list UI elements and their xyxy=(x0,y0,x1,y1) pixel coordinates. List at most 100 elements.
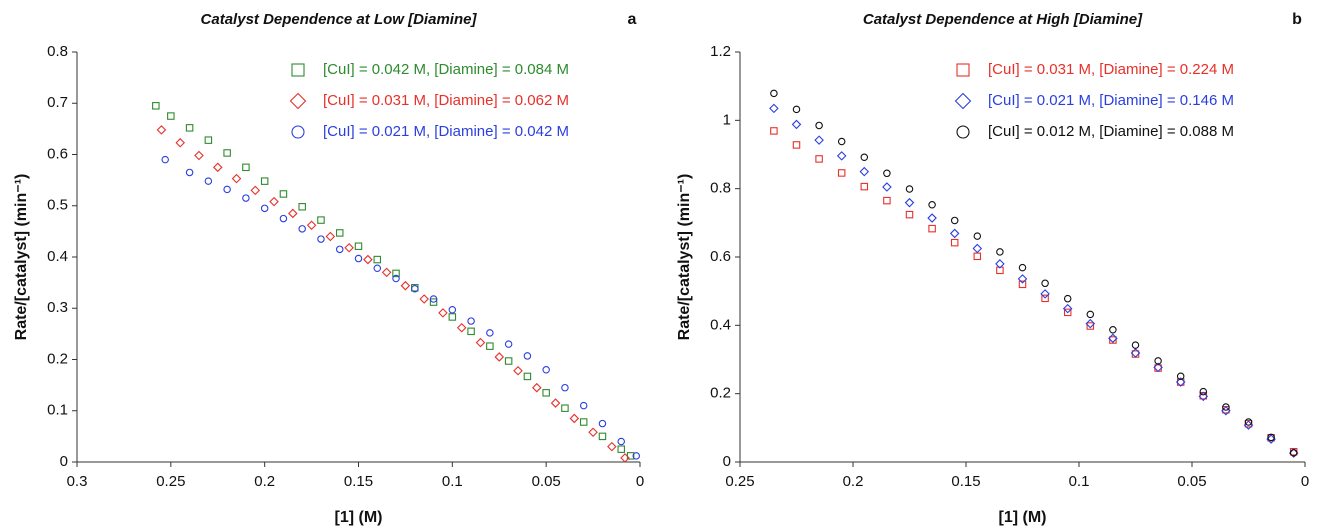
marker-circle xyxy=(792,105,801,114)
marker-square xyxy=(279,190,288,198)
marker-circle xyxy=(973,232,982,240)
marker-square xyxy=(429,298,438,306)
marker-diamond xyxy=(1062,303,1073,314)
marker-circle xyxy=(317,235,325,243)
marker-circle xyxy=(448,306,457,314)
marker-square xyxy=(335,229,344,237)
x-axis-label: [1] (M) xyxy=(335,509,383,526)
x-tick-label: 0 xyxy=(1301,473,1309,490)
marker-diamond xyxy=(859,166,870,177)
marker-circle xyxy=(1199,387,1208,396)
x-tick-label: 0.2 xyxy=(254,473,275,490)
x-tick-label: 0.3 xyxy=(67,473,88,490)
marker-circle xyxy=(770,89,778,98)
y-tick-label: 0.3 xyxy=(47,299,68,316)
legend-label: [CuI] = 0.012 M, [Diamine] = 0.088 M xyxy=(988,123,1234,140)
marker-diamond xyxy=(475,337,486,348)
y-tick-label: 0.8 xyxy=(47,43,68,60)
marker-circle xyxy=(883,169,891,178)
marker-diamond xyxy=(494,352,505,362)
chart-title: Catalyst Dependence at Low [Diamine] xyxy=(201,11,478,28)
marker-circle xyxy=(1041,279,1049,288)
marker-diamond xyxy=(456,322,467,333)
y-tick-label: 0 xyxy=(60,453,68,470)
marker-square xyxy=(579,418,588,426)
marker-diamond xyxy=(904,197,915,208)
marker-diamond xyxy=(325,231,336,242)
marker-square xyxy=(467,327,475,336)
marker-diamond xyxy=(949,228,960,239)
marker-circle xyxy=(632,452,640,460)
y-tick-label: 0.1 xyxy=(47,402,68,419)
marker-square xyxy=(928,224,936,233)
y-tick-label: 0 xyxy=(723,453,731,470)
marker-circle xyxy=(1063,294,1072,303)
marker-circle xyxy=(298,225,306,233)
marker-circle xyxy=(860,153,869,161)
marker-diamond xyxy=(250,185,261,196)
marker-circle xyxy=(1289,449,1298,457)
marker-diamond xyxy=(1198,391,1209,402)
marker-square xyxy=(973,252,982,261)
marker-diamond xyxy=(381,267,392,278)
marker-square xyxy=(860,182,869,191)
marker-diamond xyxy=(791,119,802,130)
marker-square xyxy=(504,357,513,365)
marker-diamond xyxy=(1175,377,1186,387)
y-tick-label: 0.4 xyxy=(710,316,731,333)
marker-diamond xyxy=(954,92,972,110)
marker-square xyxy=(883,196,891,205)
marker-circle xyxy=(354,254,363,263)
y-tick-label: 0.8 xyxy=(710,180,731,197)
marker-square xyxy=(617,445,625,453)
marker-diamond xyxy=(212,162,223,173)
marker-circle xyxy=(928,200,936,209)
marker-circle xyxy=(204,177,213,185)
x-tick-label: 0 xyxy=(636,473,644,490)
y-tick-label: 0.6 xyxy=(47,145,68,162)
marker-circle xyxy=(1244,418,1253,426)
marker-diamond xyxy=(927,213,937,223)
x-tick-label: 0.1 xyxy=(1069,473,1090,490)
marker-circle xyxy=(1109,326,1117,334)
marker-square xyxy=(354,242,363,250)
marker-diamond xyxy=(231,173,242,184)
marker-diamond xyxy=(569,413,580,424)
marker-circle xyxy=(260,204,269,213)
marker-diamond xyxy=(882,182,892,192)
legend-label: [CuI] = 0.042 M, [Diamine] = 0.084 M xyxy=(323,61,569,78)
marker-square xyxy=(448,313,457,321)
marker-square xyxy=(392,269,400,278)
marker-diamond xyxy=(513,365,523,376)
marker-circle xyxy=(1154,357,1162,365)
y-tick-label: 0.5 xyxy=(47,197,68,214)
marker-square xyxy=(770,127,778,135)
marker-diamond xyxy=(1085,318,1096,329)
marker-diamond xyxy=(289,92,307,110)
marker-square xyxy=(152,102,160,110)
marker-diamond xyxy=(175,137,185,148)
panel-label: a xyxy=(628,11,637,28)
marker-diamond xyxy=(550,398,561,408)
marker-square xyxy=(260,177,269,185)
marker-circle xyxy=(486,329,494,337)
marker-square xyxy=(542,389,550,397)
marker-diamond xyxy=(363,254,373,265)
marker-circle xyxy=(161,155,169,164)
marker-diamond xyxy=(306,220,317,231)
marker-diamond xyxy=(1017,274,1028,284)
marker-diamond xyxy=(419,294,429,304)
marker-square xyxy=(1109,336,1117,344)
x-tick-label: 0.1 xyxy=(442,473,463,490)
marker-square xyxy=(298,203,306,211)
marker-diamond xyxy=(1040,289,1050,299)
marker-circle xyxy=(1222,403,1230,411)
marker-square xyxy=(185,124,194,132)
chart-title: Catalyst Dependence at High [Diamine] xyxy=(863,11,1143,28)
marker-circle xyxy=(291,125,305,139)
marker-square xyxy=(815,155,823,163)
marker-circle xyxy=(279,214,288,223)
marker-square xyxy=(204,136,213,144)
marker-circle xyxy=(429,295,438,303)
